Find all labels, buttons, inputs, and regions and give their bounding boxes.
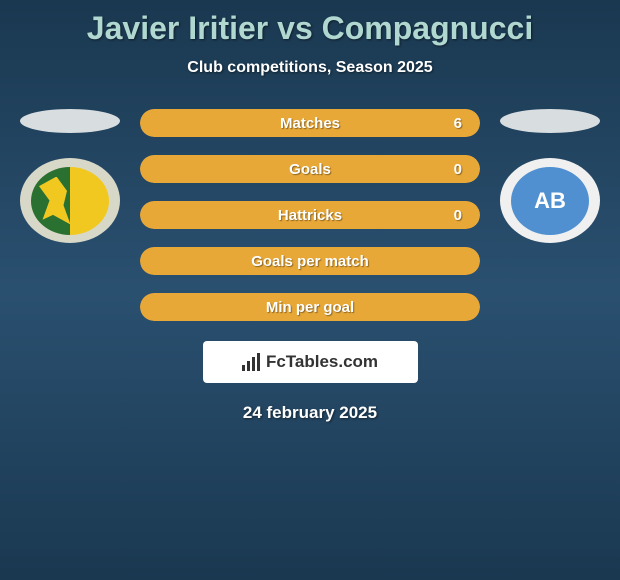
footer-brand: FcTables.com	[203, 341, 418, 383]
stat-value: 0	[454, 207, 462, 224]
chart-bars-icon	[242, 353, 260, 371]
stat-value: 6	[454, 115, 462, 132]
stat-row-min-per-goal: Min per goal	[140, 293, 480, 321]
stat-label: Hattricks	[278, 207, 342, 224]
left-player-col	[20, 109, 120, 243]
left-club-badge	[20, 158, 120, 243]
player-placeholder-icon	[500, 109, 600, 133]
comparison-title: Javier Iritier vs Compagnucci	[0, 0, 620, 47]
comparison-subtitle: Club competitions, Season 2025	[0, 59, 620, 77]
stats-list: Matches 6 Goals 0 Hattricks 0 Goals per …	[140, 109, 480, 321]
right-player-col: AB	[500, 109, 600, 243]
stat-label: Goals	[289, 161, 331, 178]
stat-value: 0	[454, 161, 462, 178]
player-placeholder-icon	[20, 109, 120, 133]
comparison-date: 24 february 2025	[0, 403, 620, 423]
stat-row-hattricks: Hattricks 0	[140, 201, 480, 229]
comparison-content: Matches 6 Goals 0 Hattricks 0 Goals per …	[0, 109, 620, 321]
stat-label: Matches	[280, 115, 340, 132]
stat-label: Min per goal	[266, 299, 354, 316]
stat-label: Goals per match	[251, 253, 369, 270]
right-club-badge: AB	[500, 158, 600, 243]
footer-brand-text: FcTables.com	[266, 352, 378, 372]
stat-row-goals: Goals 0	[140, 155, 480, 183]
stat-row-matches: Matches 6	[140, 109, 480, 137]
stat-row-goals-per-match: Goals per match	[140, 247, 480, 275]
left-club-badge-inner	[31, 167, 109, 235]
shark-icon	[39, 177, 74, 225]
right-club-badge-inner: AB	[511, 167, 589, 235]
badge-text: AB	[534, 188, 566, 214]
